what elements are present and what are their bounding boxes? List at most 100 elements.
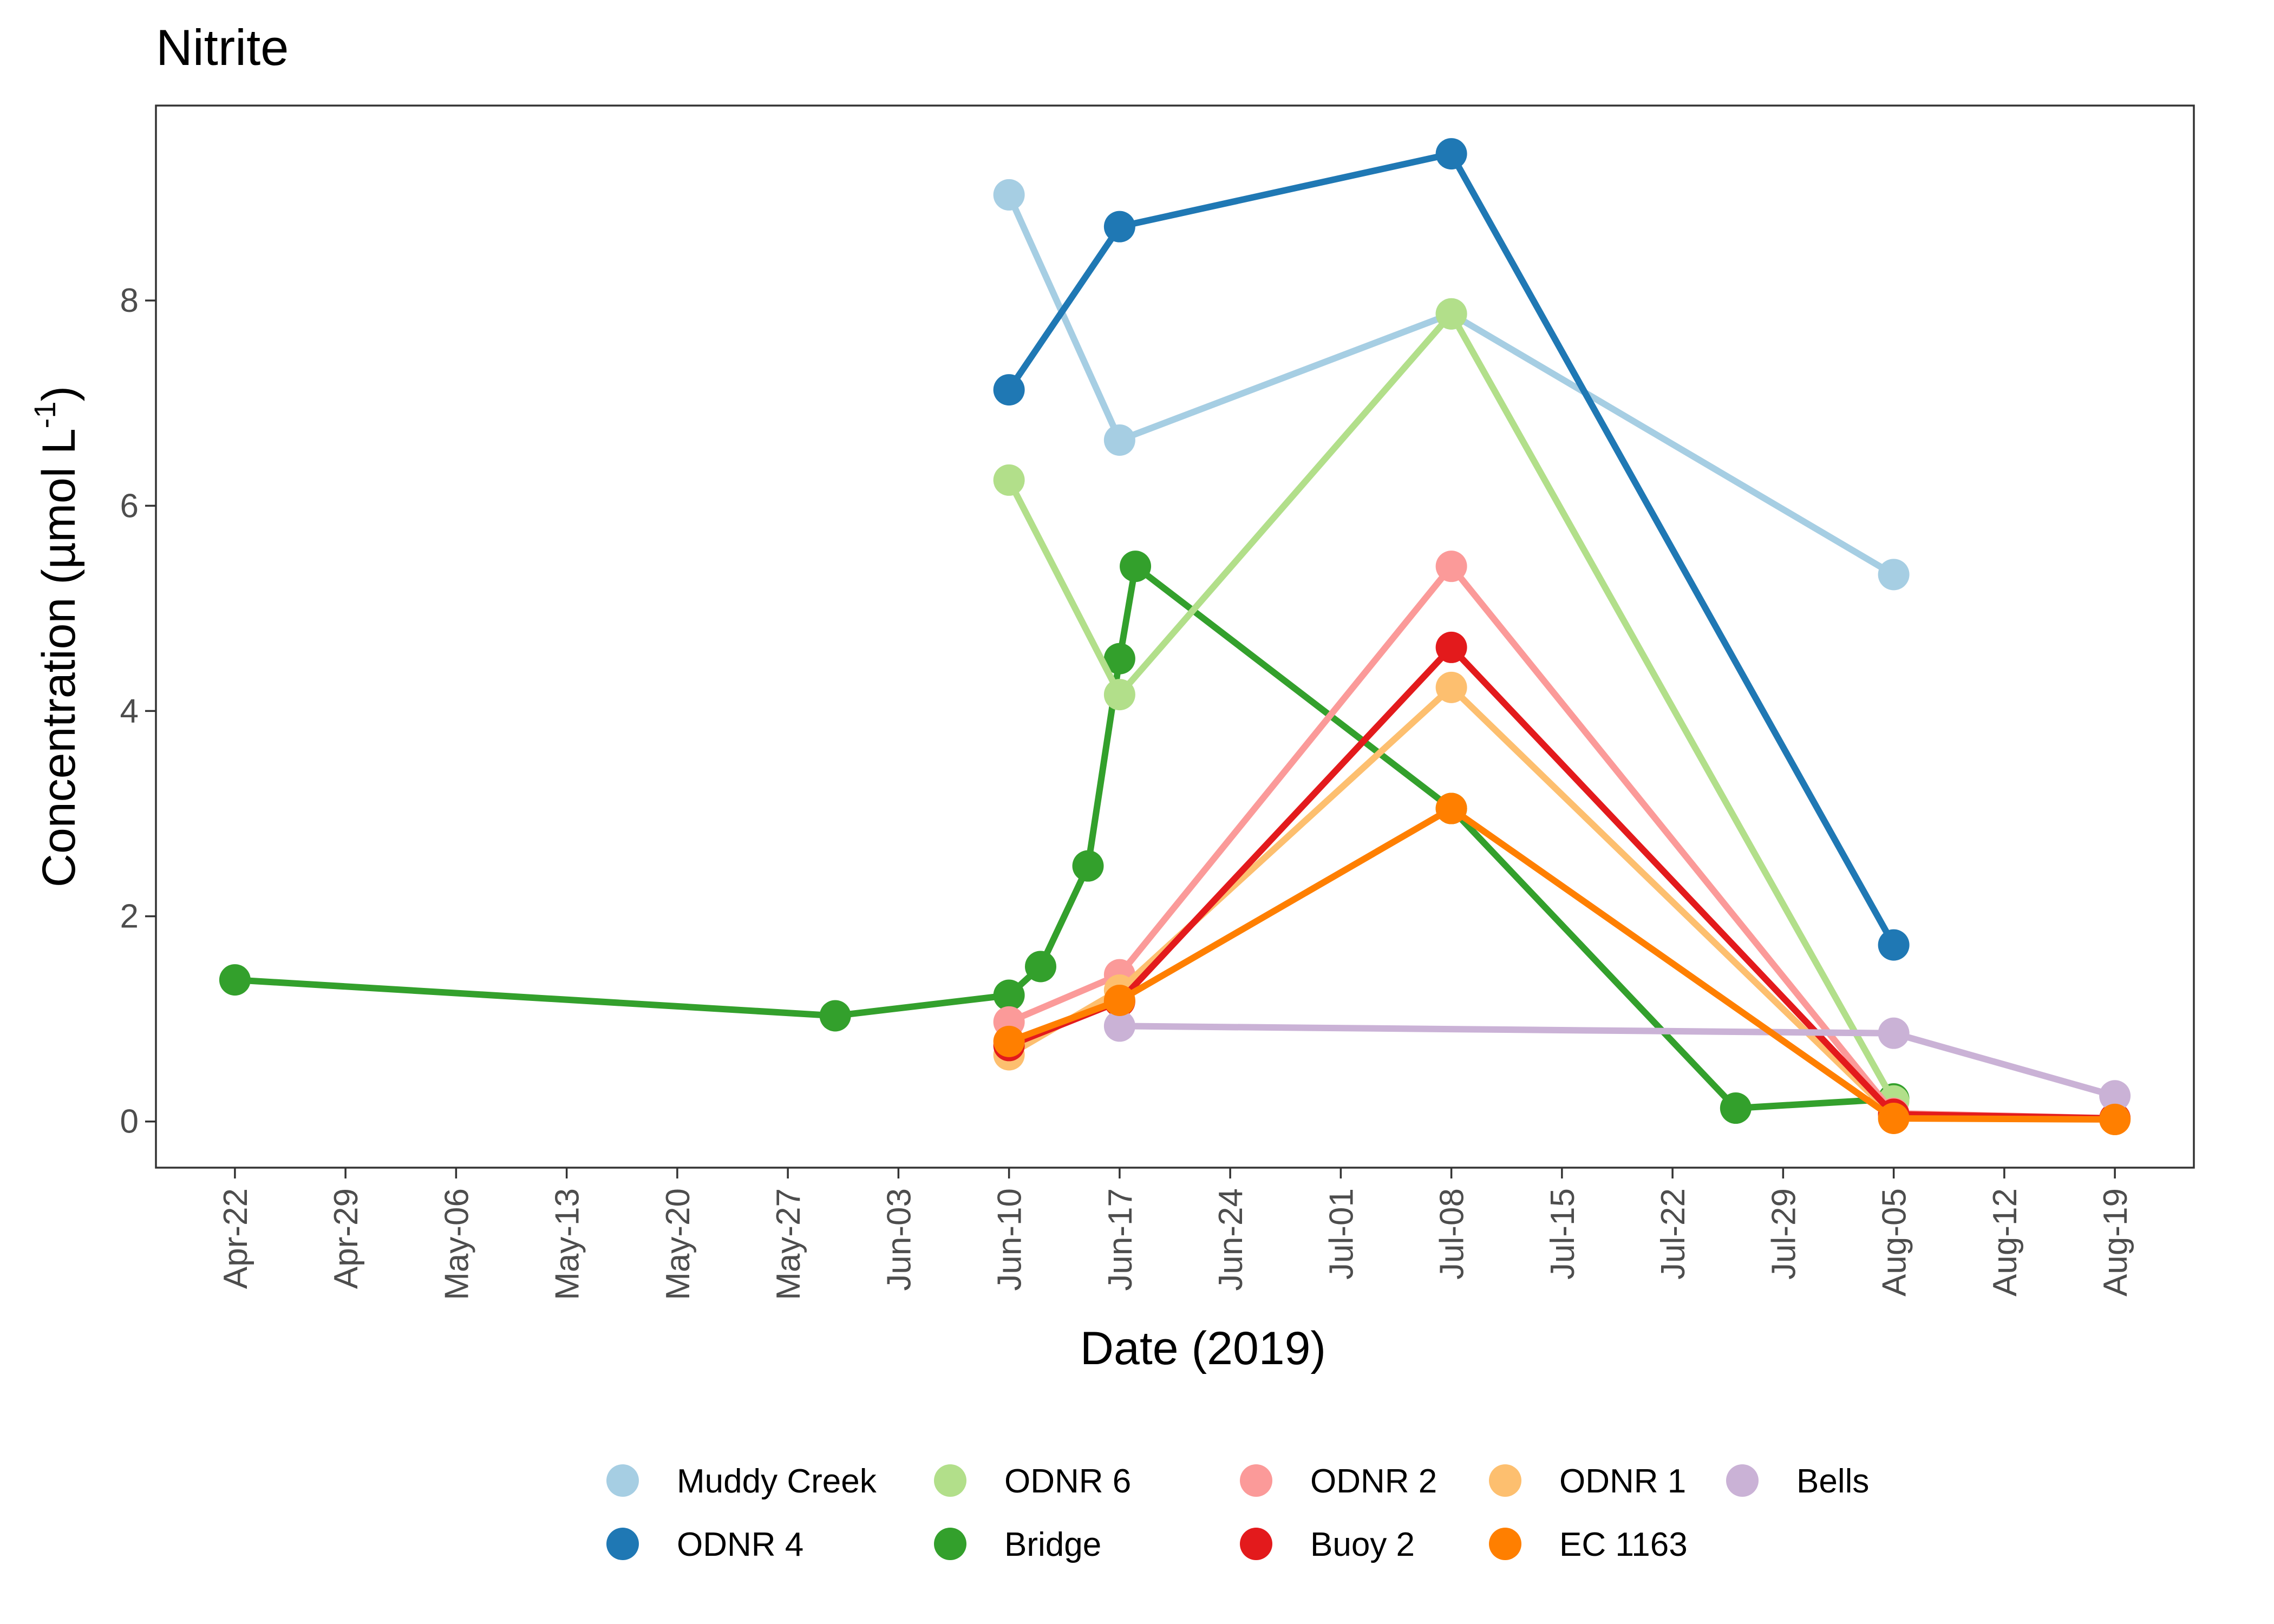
data-point [1720,1092,1752,1124]
legend-item-ec-1163: EC 1163 [1489,1526,1688,1563]
y-tick-label: 8 [120,282,139,319]
legend-item-odnr-6: ODNR 6 [934,1463,1131,1500]
legend-label: Buoy 2 [1310,1526,1415,1563]
data-point [819,1000,851,1032]
legend-label: ODNR 2 [1310,1463,1437,1500]
legend-label: ODNR 4 [677,1526,803,1563]
legend-label: ODNR 1 [1559,1463,1686,1500]
series-line [1005,805,2119,1123]
data-point [1103,424,1135,456]
x-tick-label: Jul-22 [1655,1188,1692,1280]
plot-frame [155,104,2195,1169]
data-point [1878,1103,1910,1135]
legend-item-buoy-2: Buoy 2 [1240,1526,1415,1563]
legend-swatch [1240,1528,1272,1560]
legend-label: EC 1163 [1559,1526,1688,1563]
data-point [1435,298,1467,330]
data-point [993,374,1025,406]
series-ec-1163 [993,793,2131,1135]
legend-swatch [934,1528,966,1560]
legend: Muddy Creek ODNR 6 ODNR 2 ODNR 1 Bells ODNR 4… [606,1463,1869,1563]
x-tick-label: May-20 [659,1188,697,1300]
y-axis-title-main: Concentration (µmol L [33,428,85,887]
legend-swatch [1489,1464,1521,1497]
data-point [219,964,251,996]
legend-swatch [1726,1464,1759,1497]
legend-item-muddy-creek: Muddy Creek [606,1463,877,1500]
series-odnr-4 [993,138,1910,961]
data-point [993,179,1025,211]
legend-swatch [1489,1528,1521,1560]
x-tick-label: Aug-19 [2097,1188,2134,1296]
legend-swatch [606,1528,639,1560]
x-tick-label: Jul-08 [1434,1188,1471,1280]
data-point [1878,1017,1910,1049]
data-point [2099,1103,2131,1135]
series-layer [219,138,2131,1135]
data-point [1103,211,1135,243]
y-axis: 0 2 4 6 8 [120,282,156,1141]
series-line [231,563,1897,1112]
x-tick-label: Aug-05 [1876,1188,1913,1296]
data-point [1120,551,1152,582]
data-point [1435,551,1467,582]
legend-swatch [1240,1464,1272,1497]
x-tick-label: May-27 [770,1188,807,1300]
series-line [1005,310,1897,1104]
legend-swatch [606,1464,639,1497]
data-point [1435,138,1467,170]
legend-swatch [934,1464,966,1497]
data-point [993,1025,1025,1057]
data-point [1435,631,1467,663]
x-tick-label: Apr-22 [217,1188,254,1289]
data-point [1103,1010,1135,1042]
x-axis: Apr-22 Apr-29 May-06 May-13 May-20 May-27 Jun-… [217,1168,2134,1300]
data-point [1103,679,1135,711]
y-tick-label: 4 [120,692,139,730]
x-tick-label: Apr-29 [328,1188,365,1289]
series-line [1005,150,1897,948]
legend-label: Bells [1796,1463,1869,1500]
series-bells [1103,1010,2131,1112]
data-point [993,464,1025,496]
x-axis-title: Date (2019) [1080,1322,1326,1374]
x-tick-label: Jul-29 [1765,1188,1802,1280]
y-axis-title-superscript: -1 [28,402,62,429]
chart-title: Nitrite [156,19,289,76]
data-point [1103,643,1135,675]
legend-item-bells: Bells [1726,1463,1869,1500]
legend-item-odnr-1: ODNR 1 [1489,1463,1686,1500]
data-point [1435,793,1467,824]
x-tick-label: Jun-03 [880,1188,918,1291]
data-point [2099,1080,2131,1112]
legend-item-odnr-2: ODNR 2 [1240,1463,1437,1500]
y-axis-title: Concentration (µmol L-1) [28,386,85,887]
y-tick-label: 6 [120,487,139,525]
x-tick-label: May-13 [549,1188,586,1300]
data-point [1878,559,1910,591]
series-line [1005,563,2119,1122]
series-line [1005,191,1897,578]
x-tick-label: May-06 [438,1188,475,1300]
plot-area [155,104,2195,1169]
legend-item-bridge: Bridge [934,1526,1101,1563]
y-axis-title-close: ) [33,386,85,402]
x-tick-label: Aug-12 [1987,1188,2024,1296]
y-tick-label: 0 [120,1103,139,1141]
series-muddy-creek [993,179,1910,591]
x-tick-label: Jun-17 [1102,1188,1139,1291]
x-tick-label: Jul-15 [1544,1188,1582,1280]
data-point [1024,951,1056,983]
legend-label: ODNR 6 [1004,1463,1131,1500]
legend-label: Muddy Creek [677,1463,877,1500]
series-odnr-1 [993,671,2131,1135]
x-tick-label: Jun-10 [991,1188,1029,1291]
data-point [993,979,1025,1011]
data-point [1878,929,1910,961]
x-tick-label: Jul-01 [1323,1188,1360,1280]
legend-item-odnr-4: ODNR 4 [606,1526,803,1563]
data-point [1103,985,1135,1017]
series-bridge [219,551,1910,1124]
data-point [1435,671,1467,703]
